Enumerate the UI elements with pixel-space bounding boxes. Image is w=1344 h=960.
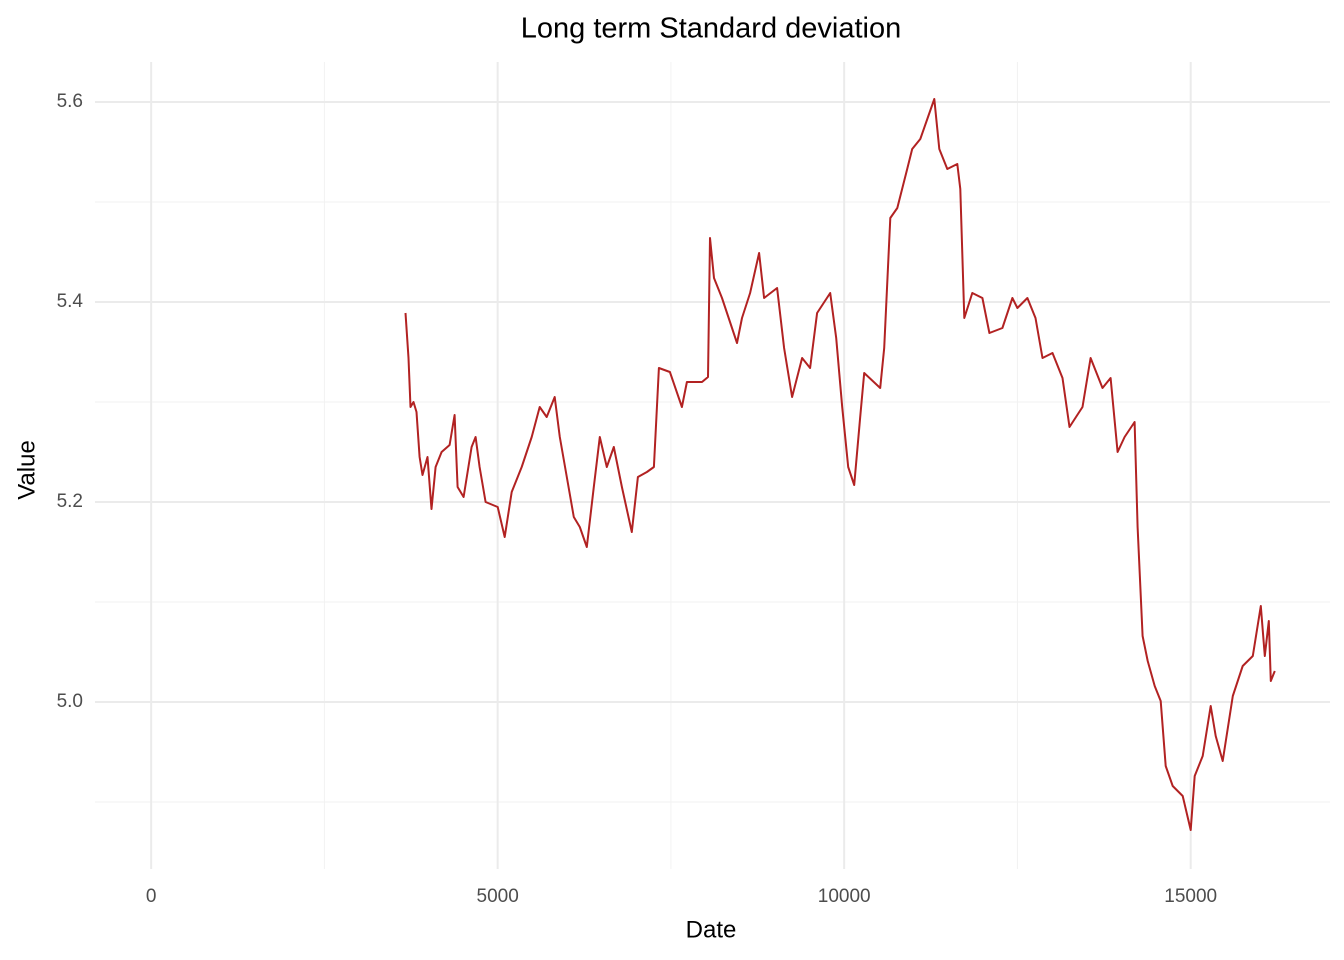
chart-title: Long term Standard deviation <box>521 13 901 45</box>
y-tick-label: 5.4 <box>57 291 84 312</box>
x-axis-label: Date <box>686 916 737 943</box>
x-tick-label: 0 <box>146 886 157 907</box>
data-line <box>404 98 1276 831</box>
y-tick-label: 5.6 <box>57 91 83 112</box>
x-tick-label: 10000 <box>818 886 871 907</box>
y-tick-label: 5.0 <box>57 691 83 712</box>
y-tick-label: 5.2 <box>57 491 83 512</box>
y-axis-label: Value <box>13 440 40 500</box>
x-tick-label: 15000 <box>1164 886 1217 907</box>
x-tick-label: 5000 <box>477 886 519 907</box>
